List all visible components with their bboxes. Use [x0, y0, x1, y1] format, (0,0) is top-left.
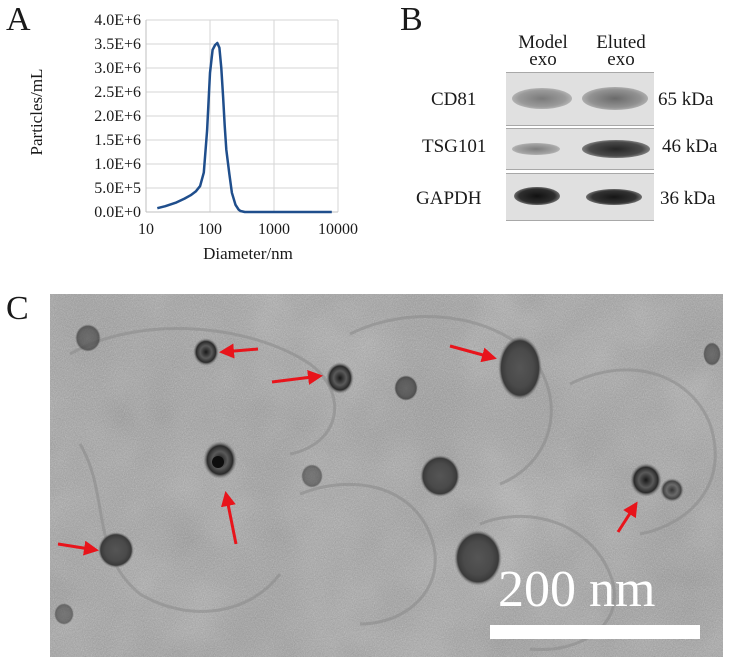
chart-grid — [146, 19, 339, 212]
chart-tick-labels: 0.0E+0 5.0E+5 1.0E+6 1.5E+6 2.0E+6 2.5E+6 3.0E… — [94, 12, 358, 238]
x-tick-label: 100 — [198, 221, 222, 238]
arrow — [271, 370, 323, 385]
x-axis-label: Diameter/nm — [203, 244, 293, 263]
y-tick-label: 4.0E+6 — [94, 12, 141, 29]
band — [512, 88, 572, 109]
vesicle-arrows — [57, 343, 638, 556]
blot-column-eluted-exo: Eluted exo — [581, 32, 661, 70]
band — [512, 143, 560, 155]
blot-size-cd81: 65 kDa — [658, 89, 714, 110]
y-tick-label: 3.0E+6 — [94, 60, 141, 77]
blot-size-tsg101: 46 kDa — [662, 136, 718, 157]
arrow — [220, 491, 238, 545]
blot-row-label-tsg101: TSG101 — [422, 136, 487, 157]
membrane-outlines — [69, 315, 717, 652]
y-tick-label: 3.5E+6 — [94, 36, 141, 53]
size-distribution-chart: 0.0E+0 5.0E+5 1.0E+6 1.5E+6 2.0E+6 2.5E+6 3.0E… — [27, 12, 358, 263]
blot-column-label-line2: exo — [607, 49, 635, 70]
scale-bar-label: 200 nm — [498, 561, 656, 618]
x-tick-label: 1000 — [258, 221, 290, 238]
x-tick-label: 10000 — [318, 221, 358, 238]
y-tick-label: 1.5E+6 — [94, 132, 141, 149]
arrow — [219, 343, 259, 359]
blot-strip-gapdh — [506, 173, 654, 221]
band — [586, 189, 642, 205]
blot-row-label-cd81: CD81 — [431, 89, 477, 110]
arrow — [449, 344, 497, 363]
x-tick-label: 10 — [138, 221, 154, 238]
blot-size-gapdh: 36 kDa — [660, 188, 716, 209]
tem-image — [50, 294, 723, 657]
chart-series — [156, 41, 332, 214]
exosome-vesicles — [54, 324, 721, 625]
blot-column-label-line1: Eluted — [596, 32, 646, 53]
band — [514, 187, 560, 205]
panel-label-a: A — [6, 1, 31, 38]
blot-row-label-gapdh: GAPDH — [416, 188, 482, 209]
scale-bar — [490, 625, 700, 639]
y-tick-label: 2.5E+6 — [94, 84, 141, 101]
panel-label-b: B — [400, 1, 423, 38]
tem-micrograph: 200 nm — [50, 294, 723, 657]
series-line — [156, 41, 332, 214]
blot-strip-cd81 — [506, 72, 654, 126]
blot-column-label-line1: Model — [518, 32, 568, 53]
y-tick-label: 5.0E+5 — [94, 180, 141, 197]
panel-label-c: C — [6, 290, 29, 327]
blot-column-model-exo: Model exo — [503, 32, 583, 70]
y-tick-label: 1.0E+6 — [94, 156, 141, 173]
arrow — [57, 540, 99, 556]
blot-strip-tsg101 — [506, 128, 654, 170]
y-axis-label: Particles/mL — [27, 69, 46, 156]
band — [582, 140, 650, 158]
y-tick-label: 0.0E+0 — [94, 204, 141, 221]
arrow — [616, 501, 638, 533]
y-tick-label: 2.0E+6 — [94, 108, 141, 125]
blot-column-label-line2: exo — [529, 49, 557, 70]
band — [582, 87, 648, 110]
